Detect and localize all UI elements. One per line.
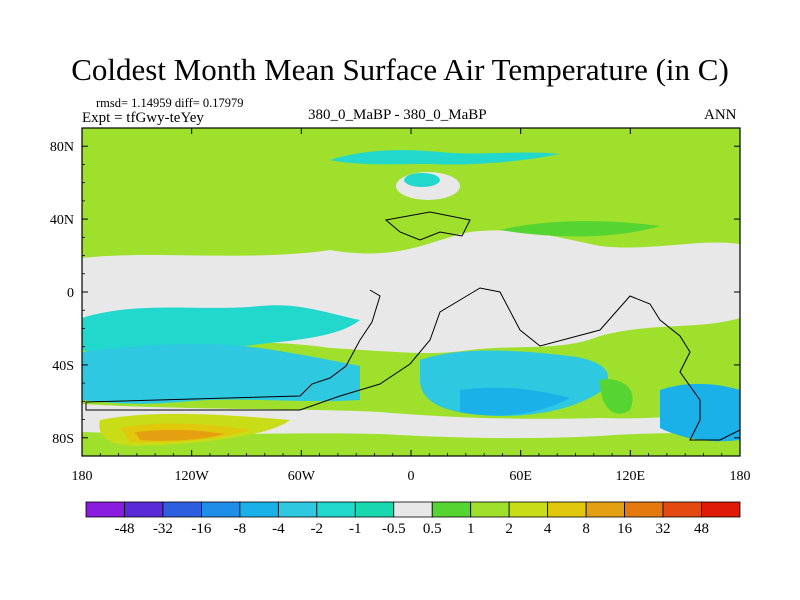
y-tick-label: 80S	[52, 432, 74, 447]
arctic-cold-patch	[404, 173, 440, 187]
south-atlantic-colder	[460, 387, 570, 416]
y-tick-label: 0	[67, 286, 74, 301]
colorbar-swatch	[393, 501, 433, 518]
y-tick-label: 80N	[50, 140, 74, 155]
x-tick-label: 60E	[509, 469, 532, 484]
colorbar-swatch	[508, 501, 549, 518]
antarctic-warm-core	[135, 429, 225, 441]
colorbar-label: -32	[153, 521, 173, 537]
map-field	[82, 128, 740, 456]
colorbar-swatch	[662, 501, 702, 518]
colorbar-label: -4	[272, 521, 285, 537]
colorbar-swatch	[201, 501, 241, 518]
stats-label: rmsd= 1.14959 diff= 0.17979	[96, 96, 244, 110]
center-label: 380_0_MaBP - 380_0_MaBP	[308, 107, 487, 123]
colorbar-swatch	[585, 501, 625, 518]
x-tick-label: 60W	[288, 469, 316, 484]
colorbar: -48 -32 -16 -8 -4 -2 -1 -0.5 0.5 1 2 4 8 16 32 48	[85, 501, 741, 537]
colorbar-swatch	[277, 501, 318, 518]
season-label: ANN	[704, 107, 737, 123]
colorbar-swatch	[354, 501, 395, 518]
x-tick-label: 180	[730, 469, 751, 484]
y-axis: 80N 40N 0 40S 80S	[50, 127, 740, 457]
colorbar-swatch	[316, 501, 356, 518]
colorbar-label: 32	[656, 521, 671, 537]
x-tick-label: 0	[408, 469, 415, 484]
colorbar-label: -48	[114, 521, 134, 537]
colorbar-swatch	[239, 501, 279, 518]
colorbar-swatch	[470, 501, 510, 518]
north-cold-streak	[330, 150, 560, 165]
colorbar-swatch	[624, 501, 664, 518]
y-tick-label: 40N	[50, 213, 74, 228]
x-axis: 180 120W 60W 0 60E 120E 180	[72, 128, 751, 484]
colorbar-label: 4	[544, 521, 552, 537]
colorbar-swatch	[85, 501, 125, 518]
colorbar-label: 1	[467, 521, 475, 537]
south-pacific-cold-band	[82, 305, 360, 354]
colorbar-label: 16	[617, 521, 633, 537]
south-cold-band-2	[82, 344, 360, 404]
colorbar-swatch	[701, 501, 741, 518]
expt-label: Expt = tfGwy-teYey	[82, 110, 204, 126]
colorbar-label: -8	[234, 521, 247, 537]
colorbar-label: -2	[311, 521, 324, 537]
colorbar-label: -1	[349, 521, 362, 537]
colorbar-swatch	[124, 501, 164, 518]
colorbar-swatch	[162, 501, 202, 518]
colorbar-swatch	[547, 501, 587, 518]
colorbar-label: -0.5	[382, 521, 406, 537]
y-tick-label: 40S	[52, 359, 74, 374]
x-tick-label: 180	[72, 469, 93, 484]
continent-outline	[85, 211, 740, 441]
north-green-streak	[500, 221, 660, 237]
east-warm-patch	[600, 379, 633, 414]
colorbar-label: 8	[582, 521, 590, 537]
colorbar-swatch	[431, 501, 472, 518]
x-tick-label: 120E	[616, 469, 646, 484]
colorbar-label: -16	[191, 521, 211, 537]
colorbar-label: 0.5	[423, 521, 442, 537]
x-tick-label: 120W	[175, 469, 210, 484]
chart-title: Coldest Month Mean Surface Air Temperatu…	[71, 52, 729, 87]
colorbar-label: 48	[694, 521, 709, 537]
colorbar-label: 2	[505, 521, 513, 537]
